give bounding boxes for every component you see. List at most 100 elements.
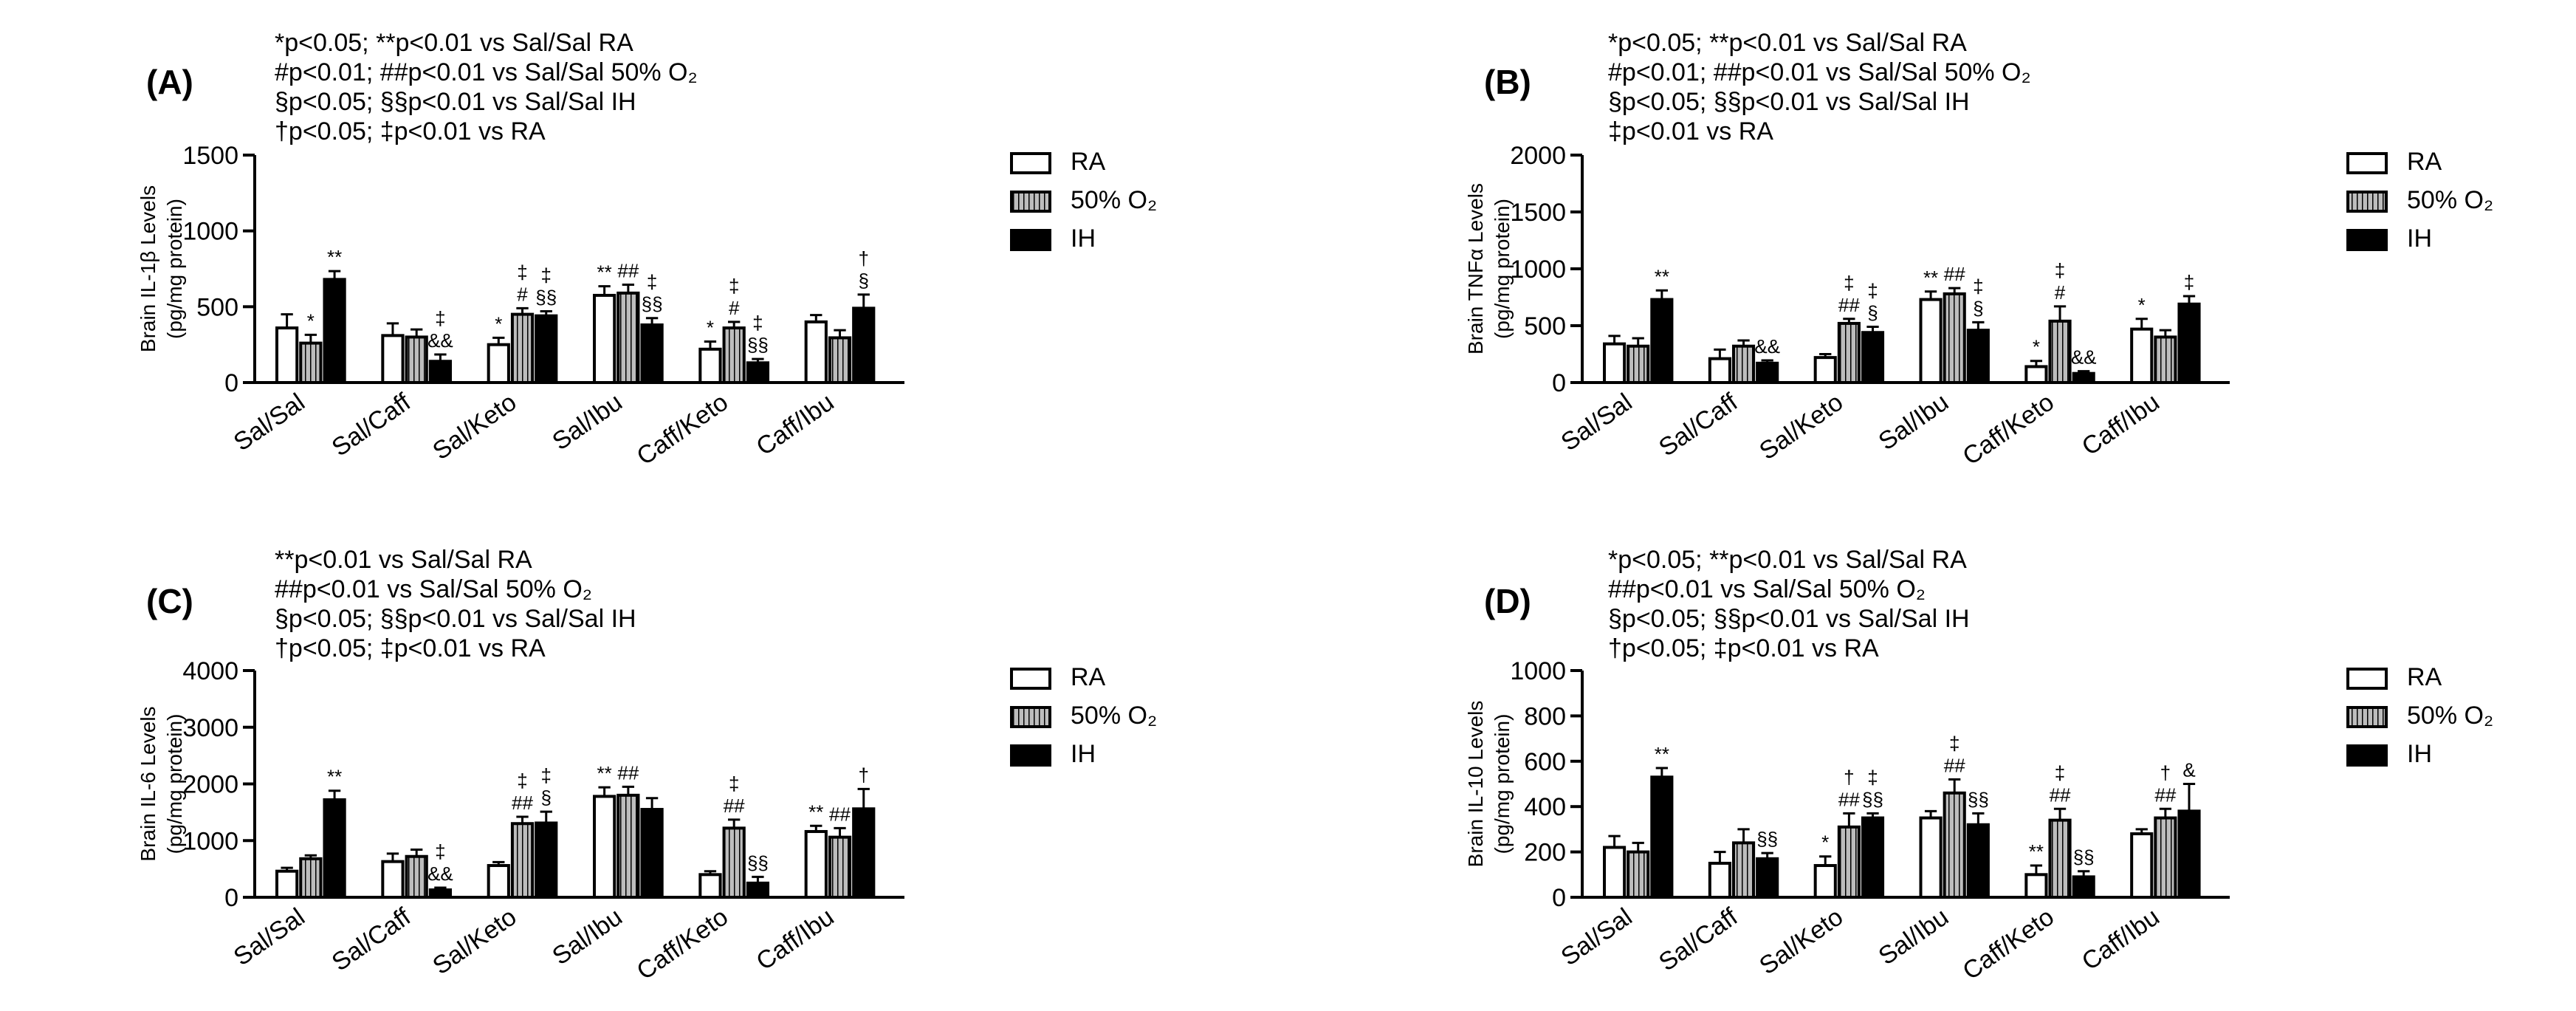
bar-ra [1603,342,1627,385]
significance-mark: ‡ [1973,275,1983,297]
bar-ra [1813,864,1837,899]
bar-ih [428,888,453,899]
bar-ih [746,881,770,899]
significance-mark: ‡ [435,840,445,863]
significance-mark: && [2071,346,2097,369]
significance-mark: ** [808,801,823,823]
bar-ih [2072,875,2095,899]
y-axis-label: (pg/mg protein) [1491,199,1514,339]
x-tick-label: Caff/Ibu [2077,388,2165,461]
bar-ra [381,860,405,899]
significance-mark: † [859,764,869,786]
panel-a: (A) *p<0.05; **p<0.01 vs Sal/Sal RA#p<0.0… [137,29,1157,471]
legend-label: 50% O₂ [1071,702,1157,730]
significance-mark: ‡ [2184,271,2194,293]
significance-note: ‡p<0.01 vs RA [1608,117,1773,145]
bar-50o [2154,335,2177,384]
legend-label: 50% O₂ [2407,186,2493,214]
significance-mark: ** [327,246,342,268]
bar-ra [381,334,405,385]
bar-ra [275,326,299,384]
bar-ra [698,347,722,384]
y-tick-label: 0 [1552,369,1566,397]
legend-label: IH [2407,740,2432,768]
legend-label: 50% O₂ [1071,186,1157,214]
legend-swatch [1010,706,1051,728]
bar-50o [510,312,535,385]
x-tick-label: Sal/Caff [1654,388,1743,462]
significance-mark: § [1973,297,1983,319]
bar-50o [616,291,640,384]
significance-mark: ‡ [729,772,739,795]
significance-mark: * [2138,294,2146,316]
bar-50o [1943,791,1966,899]
bar-ra [593,293,616,384]
bar-ra [2130,832,2154,899]
y-tick-label: 500 [1524,312,1566,340]
significance-mark: ** [597,762,611,784]
x-tick-label: Caff/Ibu [2077,902,2165,976]
significance-note: §p<0.05; §§p<0.01 vs Sal/Sal IH [1608,88,1970,116]
bar-50o [2154,816,2177,899]
significance-mark: ‡ [1867,766,1878,788]
significance-note: ##p<0.01 vs Sal/Sal 50% O₂ [1608,575,1926,603]
bar-ih [535,821,558,899]
significance-mark: # [517,283,528,305]
bar-50o [2048,319,2072,384]
y-tick-label: 3000 [182,714,238,742]
legend-swatch [2346,229,2388,251]
significance-note: †p<0.05; ‡p<0.01 vs RA [275,117,546,145]
y-tick-label: 0 [224,369,238,397]
bar-ih [852,306,876,384]
significance-mark: ‡ [541,264,552,286]
significance-note: §p<0.05; §§p<0.01 vs Sal/Sal IH [275,88,636,116]
significance-mark: ## [617,260,639,282]
x-tick-label: Sal/Ibu [1874,902,1954,970]
significance-mark: * [307,309,315,332]
y-tick-label: 400 [1524,793,1566,821]
bar-ih [1650,298,1674,384]
legend-swatch [1010,744,1051,767]
bar-ih [2072,371,2095,384]
bar-50o [616,793,640,899]
y-axis-label: (pg/mg protein) [163,714,186,854]
bar-ra [275,869,299,899]
significance-mark: ‡ [729,275,739,297]
legend-swatch [2346,668,2388,690]
significance-mark: ## [1838,788,1860,810]
bar-ih [1861,816,1885,899]
x-tick-label: Sal/Sal [1556,902,1638,971]
bar-ra [487,864,510,899]
panel-label: (A) [146,63,193,101]
significance-mark: ## [1944,263,1965,285]
y-tick-label: 0 [1552,884,1566,912]
significance-mark: * [495,312,502,335]
significance-mark: §§ [2073,846,2095,868]
significance-mark: ** [1655,265,1669,287]
y-tick-label: 800 [1524,702,1566,730]
bar-ih [852,807,876,899]
x-tick-label: Sal/Sal [1556,388,1638,456]
significance-note: §p<0.05; §§p<0.01 vs Sal/Sal IH [275,605,636,633]
significance-mark: && [427,863,453,885]
bar-50o [510,822,535,899]
y-axis-label: (pg/mg protein) [1491,714,1514,854]
x-tick-label: Sal/Sal [229,902,310,971]
legend-label: RA [1071,148,1106,176]
significance-mark: && [427,329,453,352]
significance-mark: # [729,297,740,319]
legend-label: 50% O₂ [2407,702,2493,730]
bar-50o [1837,825,1861,899]
significance-mark: * [2033,336,2040,358]
y-axis-label: Brain IL-1β Levels [137,185,159,352]
bar-ih [323,798,346,899]
significance-mark: ## [1944,754,1965,776]
y-tick-label: 200 [1524,839,1566,867]
significance-mark: ** [597,261,611,284]
significance-mark: ‡ [1949,732,1960,754]
significance-mark: ** [1655,743,1669,765]
significance-note: §p<0.05; §§p<0.01 vs Sal/Sal IH [1608,605,1970,633]
bar-50o [1837,321,1861,385]
y-axis-label: Brain IL-6 Levels [137,706,159,861]
